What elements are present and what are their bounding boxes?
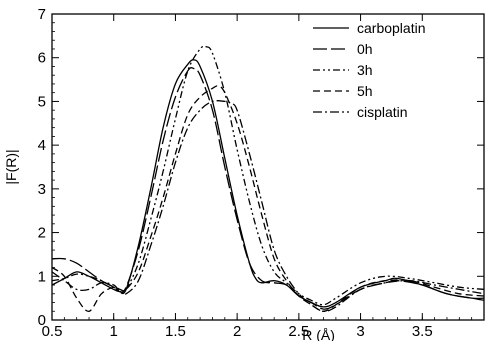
series-line-carboplatin [51, 59, 485, 308]
legend-label-3h: 3h [357, 62, 373, 78]
series-line-3h [51, 45, 485, 306]
series-line-0h [51, 67, 485, 310]
legend-label-0h: 0h [357, 41, 373, 57]
y-tick-label: 7 [38, 6, 46, 23]
x-tick-label: 3.5 [412, 323, 433, 340]
y-tick-label: 3 [38, 181, 46, 198]
tick-labels: 0.5 1 1.5 2 2.5 3 3.5 0 1 2 3 4 5 6 7 [38, 6, 433, 340]
x-tick-label: 0.5 [42, 323, 63, 340]
y-tick-label: 1 [38, 268, 46, 285]
legend: carboplatin 0h 3h 5h cisplatin [313, 20, 426, 120]
series-line-cisplatin [51, 100, 485, 312]
legend-label-carboplatin: carboplatin [357, 20, 426, 36]
y-tick-label: 5 [38, 93, 46, 110]
tick-marks [51, 13, 484, 321]
y-tick-label: 2 [38, 225, 46, 242]
y-axis-title: |F(R)| [3, 149, 19, 184]
y-tick-label: 0 [38, 312, 46, 329]
legend-label-cisplatin: cisplatin [357, 104, 408, 120]
series-layer [51, 45, 485, 312]
plot-frame [51, 13, 485, 321]
x-tick-label: 2.5 [288, 323, 309, 340]
x-tick-label: 3 [356, 323, 364, 340]
series-line-5h [51, 85, 485, 312]
x-tick-label: 2 [233, 323, 241, 340]
legend-label-5h: 5h [357, 83, 373, 99]
y-tick-label: 4 [38, 137, 46, 154]
x-tick-label: 1 [110, 323, 118, 340]
y-tick-label: 6 [38, 50, 46, 67]
x-axis-title: R (Å) [302, 327, 335, 341]
x-tick-label: 1.5 [165, 323, 186, 340]
